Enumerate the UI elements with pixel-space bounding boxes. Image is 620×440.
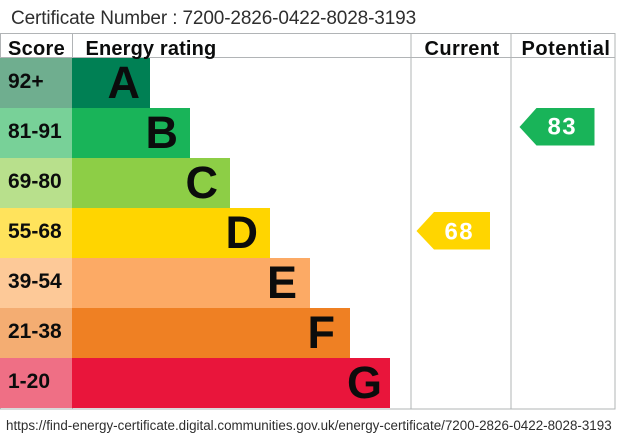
- svg-text:E: E: [267, 257, 297, 308]
- svg-text:92+: 92+: [8, 70, 44, 93]
- svg-text:F: F: [308, 307, 336, 358]
- svg-text:81-91: 81-91: [8, 120, 62, 143]
- svg-text:21-38: 21-38: [8, 320, 62, 343]
- svg-text:39-54: 39-54: [8, 270, 62, 293]
- svg-text:1-20: 1-20: [8, 370, 50, 393]
- svg-text:Score: Score: [8, 38, 65, 60]
- svg-text:A: A: [108, 57, 141, 108]
- svg-text:Current: Current: [424, 38, 499, 60]
- svg-text:69-80: 69-80: [8, 170, 62, 193]
- svg-text:68: 68: [444, 218, 474, 245]
- svg-text:D: D: [226, 207, 259, 258]
- svg-text:Potential: Potential: [522, 38, 611, 60]
- svg-text:B: B: [146, 107, 179, 158]
- svg-text:83: 83: [547, 114, 577, 141]
- svg-text:Energy rating: Energy rating: [86, 38, 217, 60]
- svg-text:C: C: [186, 157, 219, 208]
- svg-text:G: G: [347, 357, 382, 408]
- svg-text:55-68: 55-68: [8, 220, 62, 243]
